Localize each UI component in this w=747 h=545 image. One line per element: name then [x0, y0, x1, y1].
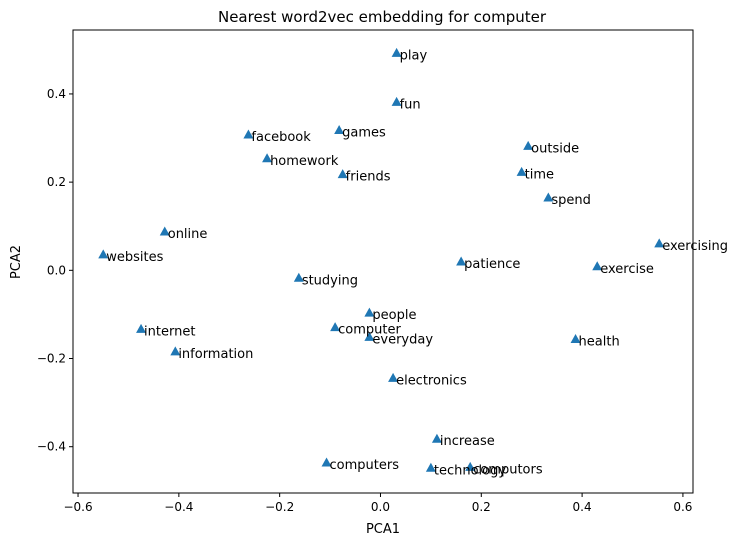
- data-point-websites: [98, 249, 109, 259]
- data-point-increase: [431, 433, 442, 443]
- data-point-people: [364, 307, 375, 317]
- y-tick-label: 0.2: [47, 175, 66, 189]
- data-point-facebook: [243, 129, 254, 139]
- data-label-games: games: [342, 126, 386, 141]
- x-tick-label: −0.2: [265, 500, 294, 514]
- data-point-internet: [136, 323, 147, 333]
- data-label-health: health: [579, 335, 620, 350]
- data-label-play: play: [400, 48, 428, 63]
- data-label-computer: computer: [338, 323, 401, 338]
- data-point-fun: [391, 96, 402, 106]
- data-label-websites: websites: [106, 250, 163, 265]
- data-label-information: information: [178, 347, 253, 362]
- data-label-technology: technology: [434, 463, 506, 478]
- x-tick-label: −0.6: [63, 500, 92, 514]
- data-label-outside: outside: [531, 141, 579, 156]
- data-point-computers: [321, 457, 332, 467]
- data-label-electronics: electronics: [396, 373, 467, 388]
- data-point-games: [334, 125, 345, 135]
- data-point-play: [391, 47, 402, 57]
- data-label-facebook: facebook: [251, 130, 311, 145]
- data-point-online: [159, 226, 170, 236]
- data-label-spend: spend: [551, 193, 591, 208]
- y-axis-label: PCA2: [9, 245, 24, 279]
- data-label-homework: homework: [270, 154, 339, 169]
- y-tick-label: −0.2: [37, 352, 66, 366]
- plot-frame: [72, 29, 694, 494]
- data-label-increase: increase: [440, 434, 495, 449]
- data-point-technology: [425, 462, 436, 472]
- chart-title: Nearest word2vec embedding for computer: [218, 8, 547, 26]
- x-tick-label: 0.4: [573, 500, 592, 514]
- x-tick-label: −0.4: [164, 500, 193, 514]
- data-label-everyday: everyday: [372, 332, 433, 347]
- data-label-internet: internet: [144, 324, 195, 339]
- data-label-patience: patience: [464, 257, 520, 272]
- x-tick-label: 0.0: [371, 500, 390, 514]
- data-label-people: people: [372, 308, 416, 323]
- x-tick-label: 0.2: [472, 500, 491, 514]
- data-point-homework: [262, 153, 273, 163]
- data-point-friends: [337, 169, 348, 179]
- data-label-studying: studying: [302, 273, 358, 288]
- plot-area: [73, 30, 693, 493]
- x-axis-label: PCA1: [366, 522, 400, 537]
- axis-ticks: −0.6 −0.4 −0.2 0.0 0.2 0.4 0.6 −0.4 −0.2 0.0 0.2 0.…: [37, 87, 693, 514]
- data-label-exercising: exercising: [662, 239, 728, 254]
- data-point-information: [170, 346, 181, 356]
- data-label-exercise: exercise: [600, 262, 654, 277]
- data-point-computors: [465, 461, 476, 471]
- data-label-computers: computers: [330, 458, 400, 473]
- data-points: [98, 47, 665, 472]
- data-point-studying: [293, 272, 304, 282]
- data-label-fun: fun: [400, 97, 421, 112]
- y-tick-label: 0.4: [47, 87, 66, 101]
- data-label-online: online: [168, 227, 208, 242]
- data-label-time: time: [525, 167, 554, 182]
- data-label-friends: friends: [346, 170, 391, 185]
- data-point-spend: [543, 192, 554, 202]
- y-tick-label: −0.4: [37, 440, 66, 454]
- data-point-exercising: [654, 238, 665, 248]
- data-point-patience: [456, 256, 467, 266]
- data-label-computors: computors: [473, 462, 543, 477]
- data-point-health: [570, 334, 581, 344]
- x-tick-label: 0.6: [673, 500, 692, 514]
- data-point-computer: [330, 322, 341, 332]
- y-tick-label: 0.0: [47, 263, 66, 277]
- data-point-time: [516, 166, 527, 176]
- data-point-electronics: [388, 372, 399, 382]
- data-point-everyday: [364, 331, 375, 341]
- data-point-outside: [523, 140, 534, 150]
- data-point-exercise: [592, 261, 603, 271]
